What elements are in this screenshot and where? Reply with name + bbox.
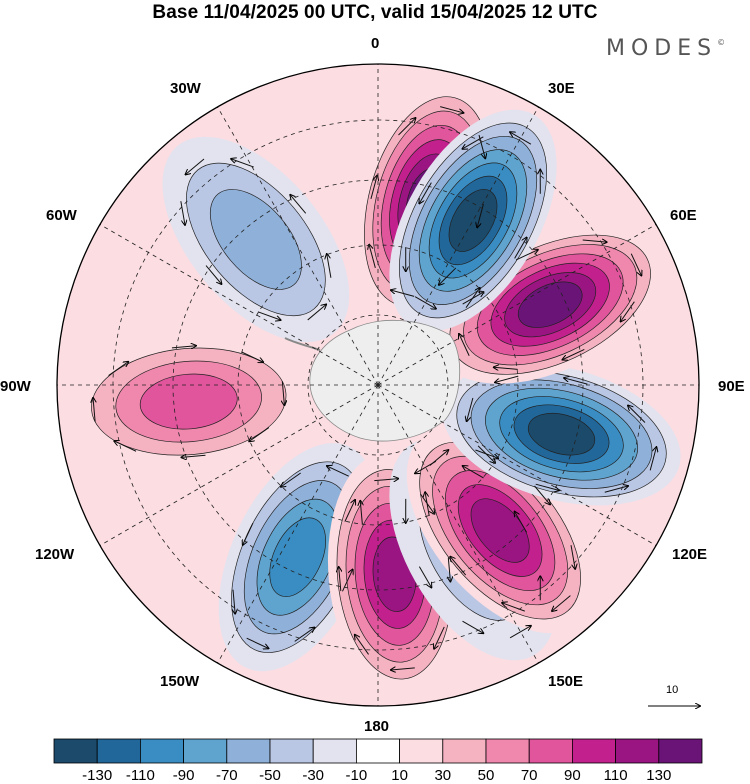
colorbar-swatch [443, 739, 486, 763]
colorbar-swatch [400, 739, 443, 763]
lon-label-120e: 120E [672, 546, 707, 563]
colorbar-tick-label: 130 [646, 767, 671, 784]
lon-label-120w: 120W [35, 546, 74, 563]
lon-label-30e: 30E [548, 80, 575, 97]
colorbar-tick-label: 110 [604, 767, 628, 784]
colorbar-tick-label: -110 [126, 767, 155, 784]
colorbar [54, 739, 702, 763]
colorbar-tick-label: 90 [564, 767, 581, 784]
vector-scale-label: 10 [666, 684, 678, 696]
colorbar-tick-label: -90 [173, 767, 195, 784]
colorbar-swatch [659, 739, 702, 763]
lon-label-60e: 60E [670, 207, 697, 224]
colorbar-tick-label: 70 [521, 767, 538, 784]
colorbar-swatch [356, 739, 399, 763]
colorbar-swatch [97, 739, 140, 763]
colorbar-tick-label: 30 [434, 767, 451, 784]
lon-label-0: 0 [371, 35, 379, 52]
lon-label-60w: 60W [46, 207, 77, 224]
lon-label-30w: 30W [170, 80, 201, 97]
colorbar-tick-label: 50 [478, 767, 495, 784]
lon-label-150w: 150W [160, 673, 199, 690]
colorbar-swatch [486, 739, 529, 763]
colorbar-swatch [227, 739, 270, 763]
colorbar-swatch [616, 739, 659, 763]
lon-label-90w: 90W [0, 378, 31, 395]
colorbar-tick-label: 10 [391, 767, 408, 784]
colorbar-swatch [529, 739, 572, 763]
map-title: Base 11/04/2025 00 UTC, valid 15/04/2025… [0, 2, 750, 24]
colorbar-swatch [572, 739, 615, 763]
modes-logo: MODES© [606, 36, 725, 61]
colorbar-swatch [270, 739, 313, 763]
lon-label-180: 180 [364, 718, 389, 735]
colorbar-tick-label: -50 [259, 767, 281, 784]
colorbar-tick-label: -10 [346, 767, 368, 784]
colorbar-tick-label: -130 [82, 767, 112, 784]
lon-label-90e: 90E [718, 378, 745, 395]
lon-label-150e: 150E [548, 673, 583, 690]
colorbar-tick-label: -30 [302, 767, 324, 784]
colorbar-swatch [313, 739, 356, 763]
colorbar-swatch [54, 739, 97, 763]
colorbar-swatch [140, 739, 183, 763]
colorbar-swatch [184, 739, 227, 763]
colorbar-tick-label: -70 [216, 767, 238, 784]
